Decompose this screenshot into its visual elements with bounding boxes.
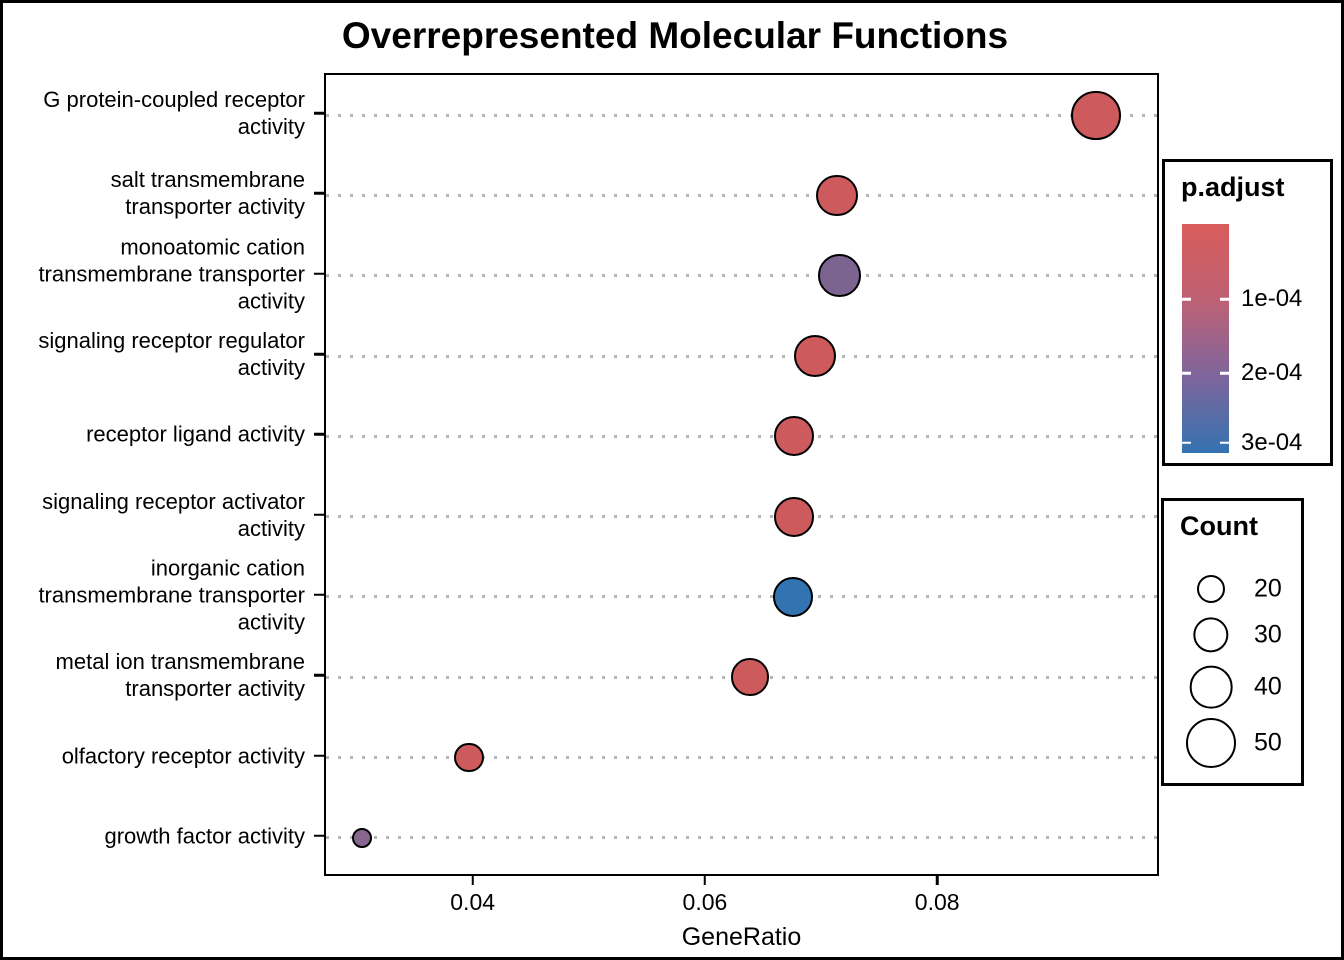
colorbar-tick-left [1182,297,1191,301]
y-axis-tick [314,593,324,597]
data-point [772,577,813,617]
colorbar-tick-left [1182,441,1191,445]
count-legend-label: 20 [1254,574,1282,603]
y-axis-category-label: receptor ligand activity [86,421,305,447]
data-point [793,335,836,377]
plot-panel [324,73,1159,876]
padjust-tick-label: 3e-04 [1241,428,1303,456]
data-point [774,496,814,537]
data-point [454,742,484,773]
category-gridline [326,354,1157,358]
data-point [774,416,814,457]
legend-padjust-title: p.adjust [1181,172,1285,202]
y-axis-tick [314,111,324,115]
y-axis-tick [314,192,324,195]
y-axis-category-label: salt transmembrane transporter activity [110,167,305,220]
padjust-tick-label: 2e-04 [1241,359,1303,387]
padjust-tick-label: 1e-04 [1241,285,1303,313]
y-axis-category-label: olfactory receptor activity [61,743,305,769]
y-axis-tick [314,754,324,757]
category-gridline [326,274,1157,278]
x-axis-tick [935,876,939,885]
y-axis-category-label: growth factor activity [104,823,305,849]
count-legend-circle [1189,665,1233,709]
count-legend-circle [1197,575,1225,603]
colorbar-tick-right [1220,371,1229,375]
legend-count: Count 20 30 40 50 [1161,498,1304,786]
y-axis-category-label: inorganic cation transmembrane transport… [38,555,305,635]
legend-count-title: Count [1180,511,1258,541]
y-axis-category-label: monoatomic cation transmembrane transpor… [38,234,305,314]
category-gridline [326,113,1157,117]
y-axis-tick [314,272,324,275]
x-axis-tick [471,876,474,885]
category-gridline [326,756,1157,760]
y-axis-tick [314,433,324,436]
category-gridline [326,595,1157,599]
y-axis-category-label: signaling receptor activator activity [42,488,305,541]
data-point [351,827,373,849]
count-legend-circle [1193,617,1229,653]
data-point [731,658,769,696]
colorbar-tick-left [1182,371,1191,375]
padjust-colorbar [1182,224,1229,453]
data-point [816,174,858,217]
category-gridline [326,434,1157,438]
count-legend-label: 30 [1254,620,1282,649]
y-axis-tick [314,352,324,356]
x-axis-tick-label: 0.04 [450,889,496,915]
y-axis-category-label: G protein-coupled receptor activity [43,87,305,140]
legend-padjust: p.adjust 1e-04 2e-04 3e-04 [1162,159,1333,466]
x-axis-tick-label: 0.06 [682,889,728,915]
y-axis-tick [314,513,324,516]
x-axis-title: GeneRatio [681,923,802,951]
category-gridline [326,515,1157,519]
y-axis-tick [314,834,324,838]
y-axis-category-label: metal ion transmembrane transporter acti… [55,649,305,702]
category-gridline [326,193,1157,197]
y-axis-tick [314,674,324,677]
colorbar-tick-right [1220,297,1229,301]
count-legend-label: 40 [1254,672,1282,701]
data-point [1071,90,1121,140]
category-gridline [326,836,1157,840]
data-point [817,254,861,298]
count-legend-circle [1186,718,1236,768]
colorbar-tick-right [1220,441,1229,445]
x-axis-tick [703,876,707,885]
y-axis-category-label: signaling receptor regulator activity [38,328,305,381]
chart-title: Overrepresented Molecular Functions [341,15,1009,56]
x-axis-tick-label: 0.08 [914,889,960,915]
count-legend-label: 50 [1254,728,1282,757]
